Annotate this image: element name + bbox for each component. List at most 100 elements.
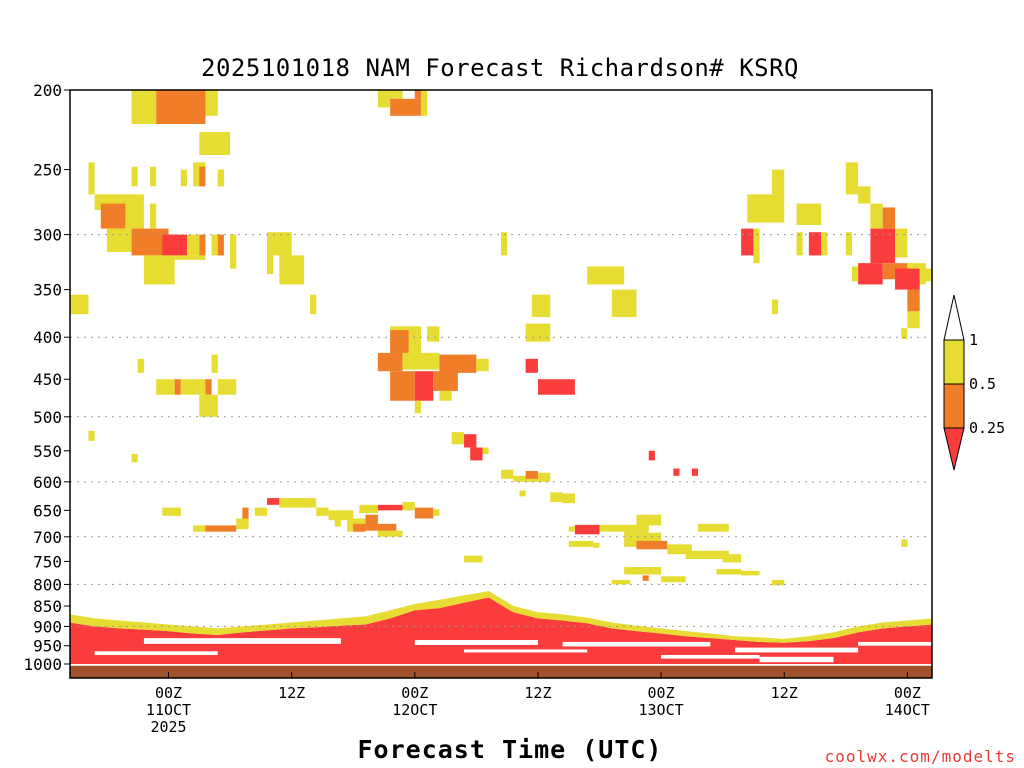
ri-cell-79 (851, 266, 859, 282)
ri-cell-75 (882, 207, 896, 229)
ri-cell-107 (673, 468, 680, 476)
ri-cell-88 (901, 328, 908, 339)
boundary-layer-gap-5 (94, 651, 218, 655)
ri-cell-129 (433, 509, 440, 516)
credit-link[interactable]: coolwx.com/modelts (825, 747, 1016, 766)
y-tick-label-1000: 1000 (23, 655, 62, 674)
ri-cell-32 (390, 98, 421, 116)
ri-cell-82 (895, 268, 920, 290)
ri-cell-14 (150, 203, 157, 229)
colorbar-bin-yellow (943, 339, 965, 385)
ri-cell-144 (624, 567, 662, 575)
ri-cell-44 (439, 354, 477, 373)
ri-cell-108 (691, 468, 699, 476)
y-tick-label-800: 800 (33, 575, 62, 594)
ri-cell-139 (667, 544, 692, 555)
ri-cell-135 (593, 542, 600, 548)
ri-cell-140 (685, 550, 729, 560)
ri-cell-42 (377, 352, 403, 372)
ri-cell-116 (279, 498, 317, 508)
ri-cell-86 (907, 289, 920, 312)
x-tick-label-1-0: 12Z (278, 684, 305, 702)
ri-cell-72 (845, 162, 859, 195)
ri-cell-36 (531, 294, 551, 318)
ri-cell-54 (137, 358, 144, 373)
boundary-layer-band-0 (70, 597, 932, 665)
ri-cell-151 (901, 539, 908, 547)
ri-cell-145 (642, 575, 649, 581)
y-tick-label-650: 650 (33, 501, 62, 520)
ri-cell-142 (698, 523, 729, 532)
ri-cell-56 (174, 379, 181, 395)
ri-cell-21 (217, 234, 224, 256)
boundary-layer-gap-7 (464, 649, 588, 653)
x-tick-label-4-1: 13OCT (639, 701, 684, 719)
ri-cell-58 (205, 379, 212, 395)
ri-cell-24 (174, 255, 206, 260)
ri-cell-74 (870, 203, 883, 229)
ri-cell-0 (131, 90, 157, 124)
colorbar-bin-orange (943, 383, 965, 429)
ri-cell-22 (230, 234, 237, 269)
ri-cell-96 (464, 434, 477, 448)
ri-cell-131 (568, 526, 575, 532)
ri-cell-123 (377, 530, 403, 537)
y-tick-label-950: 950 (33, 637, 62, 656)
ri-cell-78 (858, 263, 883, 285)
ri-cell-105 (562, 493, 575, 504)
ri-cell-149 (741, 570, 760, 576)
ri-cell-31 (390, 90, 403, 99)
chart-title: 2025101018 NAM Forecast Richardson# KSRQ (201, 54, 799, 82)
ri-cell-37 (587, 266, 625, 285)
ri-cell-109 (162, 507, 181, 516)
colorbar-top-arrow (943, 294, 965, 341)
ri-cell-41 (427, 326, 440, 342)
ri-cell-87 (907, 311, 920, 329)
ri-cell-3 (199, 132, 231, 156)
ri-cell-27 (267, 255, 274, 274)
ri-cell-127 (402, 502, 415, 511)
ri-cell-138 (636, 540, 668, 550)
ri-cell-40 (390, 330, 409, 353)
ri-cell-47 (414, 371, 434, 401)
boundary-layer-gap-0 (143, 638, 341, 644)
ri-cell-111 (205, 525, 237, 532)
ri-cell-83 (919, 268, 932, 282)
boundary-layer-gap-1 (414, 640, 538, 645)
ri-cell-38 (611, 289, 637, 318)
ri-cell-66 (753, 228, 760, 264)
y-tick-label-850: 850 (33, 597, 62, 616)
x-tick-label-2-1: 12OCT (392, 701, 437, 719)
colorbar-bin-red (943, 427, 965, 471)
y-tick-label-600: 600 (33, 473, 62, 492)
ri-cell-34 (414, 90, 421, 99)
ri-cell-57 (180, 379, 206, 395)
ri-cell-128 (414, 507, 434, 519)
ri-cell-121 (365, 514, 378, 531)
ri-cell-23 (143, 255, 175, 285)
ri-cell-97 (470, 447, 483, 461)
ri-cell-50 (414, 400, 421, 414)
ri-cell-2 (205, 90, 218, 116)
ri-cell-53 (537, 379, 575, 395)
ri-cell-5 (199, 166, 206, 187)
colorbar-label-2: 0.25 (969, 419, 1005, 437)
ri-cell-76 (870, 228, 896, 264)
ri-cell-61 (199, 394, 218, 417)
ri-cell-115 (267, 498, 280, 505)
ri-cell-93 (88, 430, 95, 441)
ri-cell-26 (279, 255, 304, 285)
ri-cell-29 (310, 294, 317, 315)
ri-cell-60 (211, 354, 218, 373)
ri-cell-30 (377, 90, 391, 108)
ri-cell-101 (525, 470, 538, 479)
colorbar-label-1: 0.5 (969, 375, 996, 393)
ri-cell-146 (661, 576, 686, 583)
boundary-layer-gap-8 (858, 641, 932, 646)
ri-cell-117 (316, 507, 329, 516)
ri-cell-120 (353, 523, 366, 532)
ri-cell-48 (433, 371, 458, 391)
y-tick-label-550: 550 (33, 442, 62, 461)
